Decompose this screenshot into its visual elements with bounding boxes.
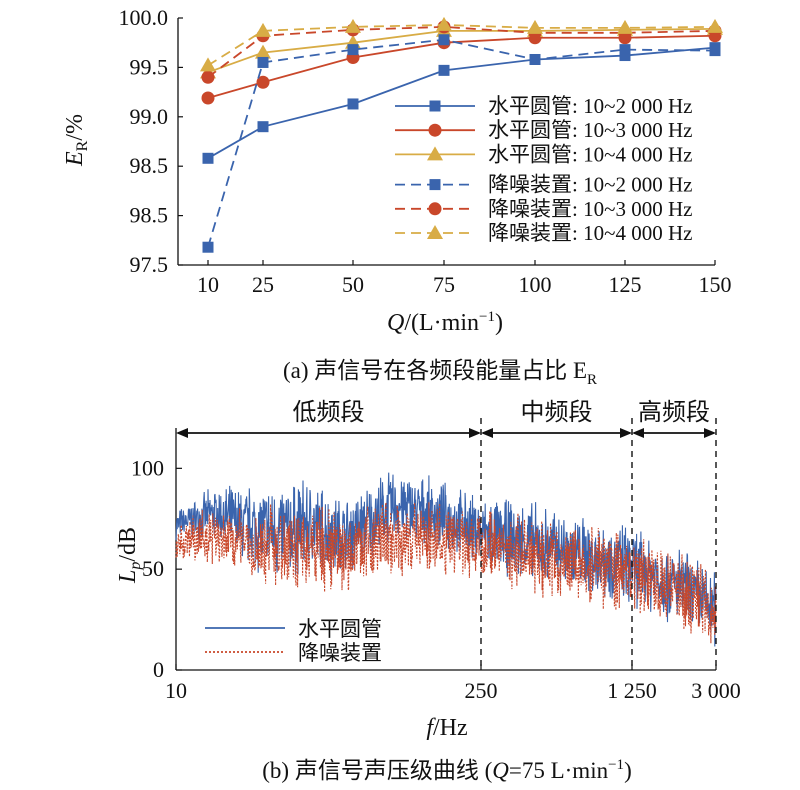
legend-label: 降噪装置 <box>298 641 382 665</box>
panel-a-data-point <box>527 19 543 34</box>
legend-label: 水平圆管: 10~4 000 Hz <box>488 142 692 166</box>
panel-a-y-axis-label: ER/% <box>62 114 91 167</box>
panel-a-data-point <box>436 16 452 31</box>
panel-a-x-tick-label: 10 <box>197 272 219 297</box>
panel-a-y-tick-label: 97.5 <box>130 252 169 277</box>
panel-a-series-line <box>207 27 716 74</box>
panel-a-data-point <box>347 98 359 110</box>
panel-b-y-axis-label: Lp/dB <box>115 527 144 584</box>
panel-a-data-point <box>529 53 541 65</box>
band-arrowhead <box>620 428 632 438</box>
band-label: 高频段 <box>638 399 710 426</box>
panel-b-y-tick-label: 50 <box>142 556 164 581</box>
panel-a-y-tick-label: 99.0 <box>130 104 169 129</box>
panel-b-series-noise-device <box>175 502 717 644</box>
band-label: 低频段 <box>293 399 365 426</box>
panel-b-y-tick-label: 0 <box>153 657 164 682</box>
panel-a-caption: (a) 声信号在各频段能量占比 ER <box>283 358 597 388</box>
legend-marker <box>427 225 443 239</box>
panel-a-data-point <box>255 44 271 59</box>
band-arrowhead <box>481 428 493 438</box>
panel-b-caption: (b) 声信号声压级曲线 (Q=75 L·min−1) <box>262 757 631 783</box>
panel-a-x-tick-label: 50 <box>342 272 364 297</box>
panel-a-axes: 97.5 98.5 98.5 99.0 99.5 100.0 10 25 50 75 100 125 1… <box>119 5 732 297</box>
panel-b-x-tick-label: 3 000 <box>691 678 741 703</box>
band-arrowhead <box>632 428 644 438</box>
panel-a-data-point <box>200 57 216 72</box>
panel-a-data-point <box>438 64 450 76</box>
panel-b-series-horizontal-pipe <box>175 472 717 647</box>
panel-a-data-point <box>347 44 359 56</box>
panel-a-y-tick-label: 98.5 <box>130 153 169 178</box>
panel-a-series <box>200 16 723 253</box>
band-arrowhead <box>704 428 716 438</box>
panel-a-x-tick-label: 150 <box>699 272 732 297</box>
panel-a-series-line <box>207 25 716 78</box>
panel-b-x-tick-label: 250 <box>465 678 498 703</box>
band-arrowhead <box>176 428 188 438</box>
legend-label: 水平圆管: 10~3 000 Hz <box>488 118 692 142</box>
legend-marker <box>429 100 441 112</box>
legend-label: 降噪装置: 10~4 000 Hz <box>488 221 692 245</box>
panel-b-y-tick-label: 100 <box>131 455 164 480</box>
panel-a-data-point <box>709 45 721 57</box>
panel-b: 0 50 100 10 250 1 250 3 000 低频段 中频段 高频段 水平圆管降噪装置… <box>115 399 741 783</box>
legend-label: 水平圆管 <box>298 617 382 641</box>
legend-label: 水平圆管: 10~2 000 Hz <box>488 94 692 118</box>
legend-marker <box>427 146 443 161</box>
panel-a-y-tick-label: 98.5 <box>130 203 169 228</box>
panel-b-x-axis-label: f/Hz <box>426 715 467 741</box>
panel-a-data-point <box>438 34 450 46</box>
panel-a-data-point <box>202 152 214 164</box>
panel-a-data-point <box>255 22 271 37</box>
panel-a-data-point <box>345 18 361 33</box>
panel-a-data-point <box>201 70 215 84</box>
panel-a-data-point <box>257 121 269 133</box>
legend-marker <box>428 123 442 137</box>
panel-b-frequency-bands: 低频段 中频段 高频段 <box>176 399 717 670</box>
panel-a-data-point <box>617 19 633 34</box>
panel-a-data-point <box>707 18 723 33</box>
panel-a: 97.5 98.5 98.5 99.0 99.5 100.0 10 25 50 75 100 125 1… <box>62 5 732 388</box>
panel-a-data-point <box>201 91 215 105</box>
band-label: 中频段 <box>521 399 593 426</box>
panel-a-y-tick-label: 99.5 <box>130 54 169 79</box>
legend-label: 降噪装置: 10~2 000 Hz <box>488 173 692 197</box>
panel-a-x-axis-label: Q/(L·min−1) <box>387 309 503 336</box>
panel-b-x-tick-label: 1 250 <box>607 678 657 703</box>
panel-b-series <box>175 472 717 647</box>
legend-marker <box>428 202 442 216</box>
panel-b-axes: 0 50 100 10 250 1 250 3 000 <box>131 428 741 703</box>
panel-a-data-point <box>257 56 269 68</box>
band-arrowhead <box>469 428 481 438</box>
panel-a-x-tick-label: 75 <box>433 272 455 297</box>
legend-label: 降噪装置: 10~3 000 Hz <box>488 197 692 221</box>
panel-a-series-line <box>207 34 716 99</box>
panel-a-data-point <box>619 44 631 56</box>
panel-b-x-tick-label: 10 <box>165 678 187 703</box>
panel-a-x-tick-label: 25 <box>252 272 274 297</box>
legend-marker <box>429 179 441 191</box>
panel-a-data-point <box>256 75 270 89</box>
panel-a-x-tick-label: 125 <box>609 272 642 297</box>
panel-a-data-point <box>619 50 631 62</box>
panel-a-y-tick-label: 100.0 <box>119 5 169 30</box>
panel-a-x-tick-label: 100 <box>519 272 552 297</box>
panel-a-data-point <box>202 241 214 253</box>
